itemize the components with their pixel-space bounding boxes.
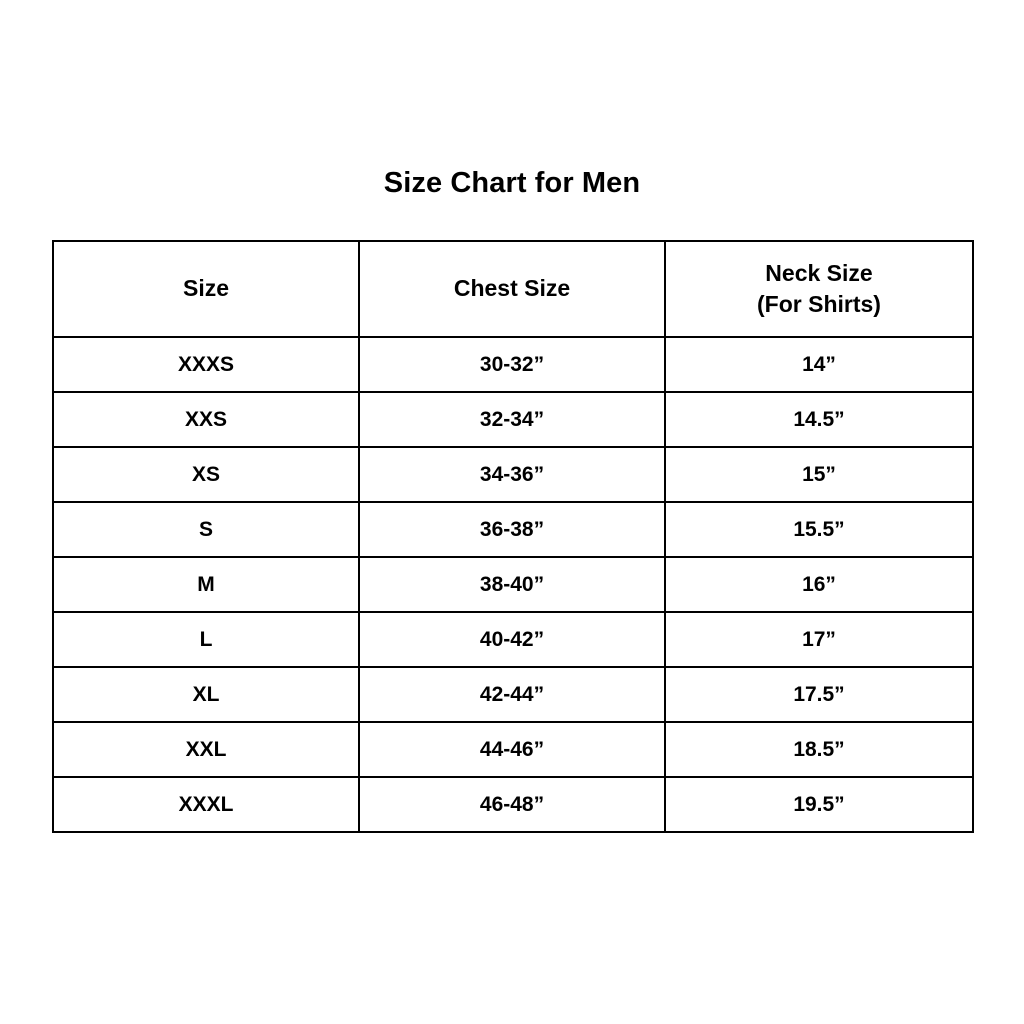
cell-chest: 34-36” bbox=[358, 446, 666, 503]
column-header-size: Size bbox=[52, 240, 360, 338]
column-header-neck-size: Neck Size (For Shirts) bbox=[664, 240, 974, 338]
table-header: Size Chest Size Neck Size (For Shirts) bbox=[52, 240, 974, 338]
page-title: Size Chart for Men bbox=[383, 167, 641, 199]
cell-neck: 15.5” bbox=[664, 501, 974, 558]
cell-neck: 17” bbox=[664, 611, 974, 668]
table-row: S 36-38” 15.5” bbox=[52, 501, 974, 558]
cell-neck: 15” bbox=[664, 446, 974, 503]
table-row: XXXS 30-32” 14” bbox=[52, 336, 974, 393]
cell-size: XXXS bbox=[52, 336, 360, 393]
cell-chest: 38-40” bbox=[358, 556, 666, 613]
cell-neck: 18.5” bbox=[664, 721, 974, 778]
cell-chest: 36-38” bbox=[358, 501, 666, 558]
cell-size: XL bbox=[52, 666, 360, 723]
cell-size: XXS bbox=[52, 391, 360, 448]
table-body: XXXS 30-32” 14” XXS 32-34” 14.5” XS 34-3… bbox=[52, 336, 974, 833]
cell-size: S bbox=[52, 501, 360, 558]
table-row: M 38-40” 16” bbox=[52, 556, 974, 613]
cell-neck: 14” bbox=[664, 336, 974, 393]
table-header-row: Size Chest Size Neck Size (For Shirts) bbox=[52, 240, 974, 338]
table-row: XXXL 46-48” 19.5” bbox=[52, 776, 974, 833]
size-chart-table: Size Chest Size Neck Size (For Shirts) X… bbox=[52, 240, 974, 833]
cell-size: XXL bbox=[52, 721, 360, 778]
cell-neck: 14.5” bbox=[664, 391, 974, 448]
cell-chest: 42-44” bbox=[358, 666, 666, 723]
cell-chest: 30-32” bbox=[358, 336, 666, 393]
cell-neck: 17.5” bbox=[664, 666, 974, 723]
column-header-neck-size-sublabel: (For Shirts) bbox=[757, 291, 881, 317]
cell-neck: 16” bbox=[664, 556, 974, 613]
column-header-neck-size-label: Neck Size bbox=[765, 259, 873, 286]
column-header-size-label: Size bbox=[182, 275, 230, 302]
cell-size: L bbox=[52, 611, 360, 668]
cell-chest: 44-46” bbox=[358, 721, 666, 778]
table-row: L 40-42” 17” bbox=[52, 611, 974, 668]
cell-size: XXXL bbox=[52, 776, 360, 833]
table-row: XXL 44-46” 18.5” bbox=[52, 721, 974, 778]
cell-chest: 46-48” bbox=[358, 776, 666, 833]
column-header-chest-size-label: Chest Size bbox=[453, 275, 571, 302]
cell-size: M bbox=[52, 556, 360, 613]
table-row: XXS 32-34” 14.5” bbox=[52, 391, 974, 448]
cell-neck: 19.5” bbox=[664, 776, 974, 833]
table-row: XS 34-36” 15” bbox=[52, 446, 974, 503]
cell-chest: 32-34” bbox=[358, 391, 666, 448]
cell-chest: 40-42” bbox=[358, 611, 666, 668]
column-header-chest-size: Chest Size bbox=[358, 240, 666, 338]
table-row: XL 42-44” 17.5” bbox=[52, 666, 974, 723]
cell-size: XS bbox=[52, 446, 360, 503]
